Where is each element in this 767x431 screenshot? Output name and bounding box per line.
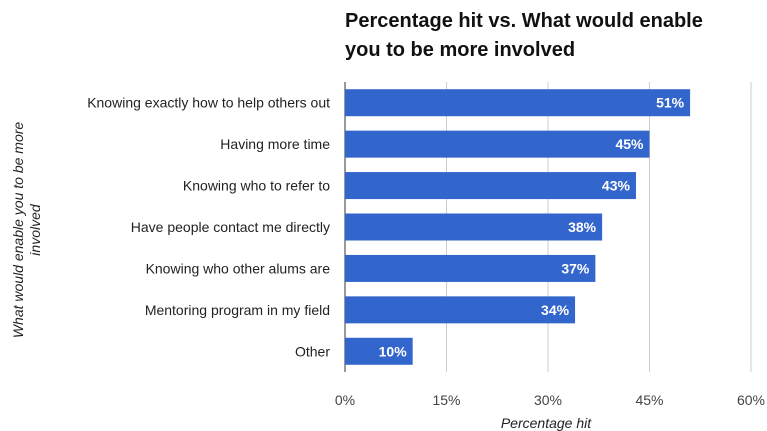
category-label-6: Other bbox=[295, 343, 330, 359]
category-label-0: Knowing exactly how to help others out bbox=[87, 95, 330, 111]
y-axis-title-line-2: involved bbox=[27, 203, 43, 256]
x-axis-title: Percentage hit bbox=[501, 415, 592, 431]
bar-0 bbox=[345, 89, 691, 117]
y-axis-title: What would enable you to be more involve… bbox=[10, 122, 43, 339]
category-label-5: Mentoring program in my field bbox=[145, 302, 330, 318]
data-labels: 51% 45% 43% 38% 37% 34% 10% bbox=[379, 95, 685, 360]
category-label-1: Having more time bbox=[220, 136, 330, 152]
chart-title-line-2: you to be more involved bbox=[345, 39, 575, 61]
bar-5 bbox=[345, 296, 576, 324]
data-label-4: 37% bbox=[561, 260, 590, 276]
x-tick-label-45: 45% bbox=[635, 392, 663, 408]
data-label-6: 10% bbox=[379, 343, 408, 359]
bar-6 bbox=[345, 337, 413, 365]
x-tick-labels: 0% 15% 30% 45% 60% bbox=[335, 392, 765, 408]
chart-title: Percentage hit vs. What would enable you… bbox=[345, 10, 703, 61]
data-label-0: 51% bbox=[656, 95, 685, 111]
data-label-2: 43% bbox=[602, 178, 631, 194]
x-tick-label-0: 0% bbox=[335, 392, 355, 408]
data-label-3: 38% bbox=[568, 219, 597, 235]
x-tick-label-30: 30% bbox=[534, 392, 562, 408]
chart-title-line-1: Percentage hit vs. What would enable bbox=[345, 10, 703, 32]
bars bbox=[345, 89, 691, 365]
bar-3 bbox=[345, 213, 603, 241]
y-axis-title-line-1: What would enable you to be more bbox=[10, 122, 26, 339]
x-tick-label-60: 60% bbox=[737, 392, 765, 408]
bar-1 bbox=[345, 130, 650, 158]
data-label-5: 34% bbox=[541, 302, 570, 318]
category-label-3: Have people contact me directly bbox=[131, 219, 330, 235]
data-label-1: 45% bbox=[615, 136, 644, 152]
bar-4 bbox=[345, 254, 596, 282]
category-label-2: Knowing who to refer to bbox=[183, 178, 330, 194]
category-label-4: Knowing who other alums are bbox=[146, 260, 331, 276]
category-labels: Knowing exactly how to help others out Ha… bbox=[87, 95, 330, 360]
bar-2 bbox=[345, 172, 636, 200]
x-tick-label-15: 15% bbox=[432, 392, 460, 408]
